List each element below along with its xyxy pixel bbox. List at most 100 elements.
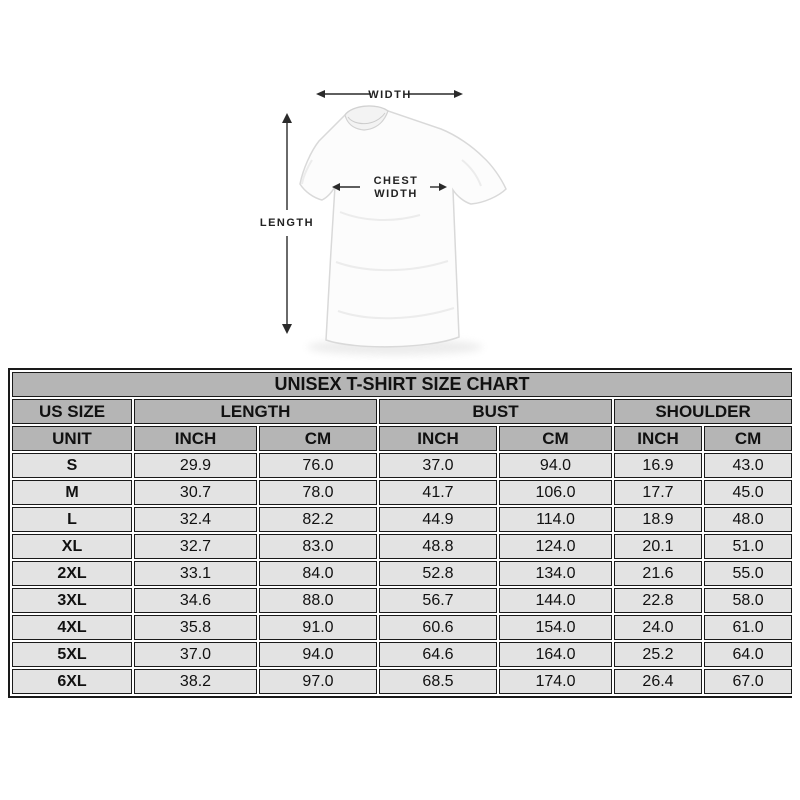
table-cell: 24.0 [614,615,702,640]
table-cell: 94.0 [259,642,377,667]
table-group-header-row: US SIZE LENGTH BUST SHOULDER [12,399,793,424]
unit-header-shoulder-inch: INCH [614,426,702,451]
table-cell: 45.0 [704,480,793,505]
table-cell: 33.1 [134,561,257,586]
size-cell: M [12,480,132,505]
table-cell: 17.7 [614,480,702,505]
table-cell: 43.0 [704,453,793,478]
table-cell: 34.6 [134,588,257,613]
chest-width-arrow: CHEST WIDTH [332,175,447,200]
col-header-bust: BUST [379,399,612,424]
table-cell: 41.7 [379,480,497,505]
table-cell: 29.9 [134,453,257,478]
measurement-diagram: WIDTH LENGTH CHEST WIDTH [0,0,800,362]
tshirt-body [299,105,507,348]
table-cell: 144.0 [499,588,612,613]
table-cell: 134.0 [499,561,612,586]
table-cell: 94.0 [499,453,612,478]
table-cell: 37.0 [379,453,497,478]
table-cell: 78.0 [259,480,377,505]
size-cell: 4XL [12,615,132,640]
size-cell: 6XL [12,669,132,694]
unit-header-length-cm: CM [259,426,377,451]
size-cell: L [12,507,132,532]
table-cell: 124.0 [499,534,612,559]
table-title: UNISEX T-SHIRT SIZE CHART [12,372,793,397]
table-row: M 30.7 78.0 41.7 106.0 17.7 45.0 [12,480,793,505]
size-cell: S [12,453,132,478]
table-cell: 88.0 [259,588,377,613]
table-cell: 114.0 [499,507,612,532]
col-header-length: LENGTH [134,399,377,424]
table-row: 6XL 38.2 97.0 68.5 174.0 26.4 67.0 [12,669,793,694]
table-cell: 16.9 [614,453,702,478]
table-cell: 83.0 [259,534,377,559]
unit-header-length-inch: INCH [134,426,257,451]
table-cell: 91.0 [259,615,377,640]
table-cell: 164.0 [499,642,612,667]
table-cell: 84.0 [259,561,377,586]
table-cell: 97.0 [259,669,377,694]
table-cell: 25.2 [614,642,702,667]
fabric-folds [301,159,482,320]
table-cell: 32.7 [134,534,257,559]
table-row: 4XL 35.8 91.0 60.6 154.0 24.0 61.0 [12,615,793,640]
table-cell: 64.6 [379,642,497,667]
table-cell: 154.0 [499,615,612,640]
col-header-shoulder: SHOULDER [614,399,793,424]
size-cell: 5XL [12,642,132,667]
table-row: S 29.9 76.0 37.0 94.0 16.9 43.0 [12,453,793,478]
table-cell: 61.0 [704,615,793,640]
table-cell: 51.0 [704,534,793,559]
width-arrow: WIDTH [316,89,463,101]
table-cell: 38.2 [134,669,257,694]
table-cell: 35.8 [134,615,257,640]
size-cell: 2XL [12,561,132,586]
tshirt-collar [344,105,389,131]
tshirt-diagram-svg: WIDTH LENGTH CHEST WIDTH [260,89,507,355]
table-cell: 21.6 [614,561,702,586]
table-cell: 30.7 [134,480,257,505]
table-cell: 68.5 [379,669,497,694]
table-cell: 76.0 [259,453,377,478]
table-unit-header-row: UNIT INCH CM INCH CM INCH CM [12,426,793,451]
size-chart-table: UNISEX T-SHIRT SIZE CHART US SIZE LENGTH… [10,370,795,696]
chest-width-label-line1: CHEST [374,175,419,187]
table-cell: 37.0 [134,642,257,667]
table-cell: 52.8 [379,561,497,586]
table-cell: 67.0 [704,669,793,694]
width-label: WIDTH [368,89,412,101]
unit-header: UNIT [12,426,132,451]
table-row: 5XL 37.0 94.0 64.6 164.0 25.2 64.0 [12,642,793,667]
table-cell: 18.9 [614,507,702,532]
unit-header-shoulder-cm: CM [704,426,793,451]
table-cell: 174.0 [499,669,612,694]
table-cell: 60.6 [379,615,497,640]
length-arrow: LENGTH [260,113,314,334]
unit-header-bust-cm: CM [499,426,612,451]
size-cell: 3XL [12,588,132,613]
table-row: XL 32.7 83.0 48.8 124.0 20.1 51.0 [12,534,793,559]
table-cell: 44.9 [379,507,497,532]
tshirt-illustration [299,105,507,348]
table-cell: 82.2 [259,507,377,532]
table-cell: 22.8 [614,588,702,613]
table-title-row: UNISEX T-SHIRT SIZE CHART [12,372,793,397]
table-cell: 56.7 [379,588,497,613]
col-header-us-size: US SIZE [12,399,132,424]
table-cell: 106.0 [499,480,612,505]
table-row: L 32.4 82.2 44.9 114.0 18.9 48.0 [12,507,793,532]
table-row: 3XL 34.6 88.0 56.7 144.0 22.8 58.0 [12,588,793,613]
chest-width-label-line2: WIDTH [374,188,418,200]
table-cell: 48.8 [379,534,497,559]
table-cell: 32.4 [134,507,257,532]
table-cell: 48.0 [704,507,793,532]
collar-inner-line [347,112,386,125]
table-cell: 20.1 [614,534,702,559]
length-label: LENGTH [260,217,314,229]
unit-header-bust-inch: INCH [379,426,497,451]
size-cell: XL [12,534,132,559]
table-cell: 26.4 [614,669,702,694]
table-cell: 64.0 [704,642,793,667]
